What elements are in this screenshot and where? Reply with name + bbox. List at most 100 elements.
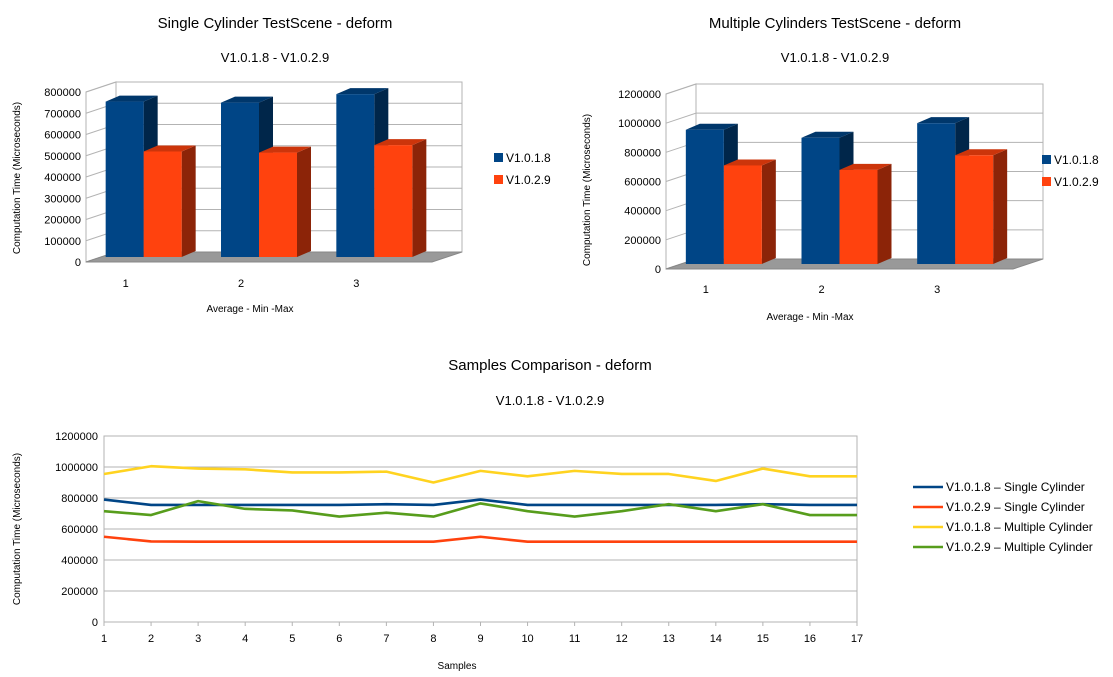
x-tick-label: 7 bbox=[383, 633, 389, 645]
x-tick-label: 5 bbox=[289, 633, 295, 645]
legend-item: V1.0.2.9 bbox=[494, 173, 551, 187]
legend-item: V1.0.2.9 – Multiple Cylinder bbox=[913, 540, 1093, 554]
x-tick-label: 3 bbox=[195, 633, 201, 645]
x-tick-label: 10 bbox=[521, 633, 533, 645]
bar bbox=[955, 149, 1008, 264]
y-tick-label: 1200000 bbox=[618, 89, 661, 101]
x-tick-label: 1 bbox=[703, 284, 709, 296]
y-tick-label: 300000 bbox=[44, 193, 81, 205]
x-axis-label: Average - Min -Max bbox=[206, 304, 293, 315]
legend-label: V1.0.1.8 bbox=[1054, 153, 1099, 167]
legend-label: V1.0.2.9 – Multiple Cylinder bbox=[946, 540, 1093, 554]
x-tick-label: 11 bbox=[569, 633, 580, 645]
x-tick-label: 6 bbox=[336, 633, 342, 645]
y-tick-label: 400000 bbox=[61, 555, 98, 567]
gridline bbox=[85, 81, 462, 93]
x-axis-label: Samples bbox=[438, 661, 477, 672]
chart-subtitle: V1.0.1.8 - V1.0.2.9 bbox=[221, 50, 329, 65]
single-cylinder-chart: Single Cylinder TestScene - deform V1.0.… bbox=[12, 15, 551, 315]
y-tick-label: 800000 bbox=[624, 147, 661, 159]
x-tick-label: 2 bbox=[818, 284, 824, 296]
x-tick-label: 8 bbox=[430, 633, 436, 645]
y-tick-label: 700000 bbox=[44, 108, 81, 120]
bar bbox=[374, 139, 427, 257]
legend-label: V1.0.2.9 bbox=[1054, 175, 1099, 189]
chart-title: Samples Comparison - deform bbox=[448, 357, 651, 374]
y-tick-label: 600000 bbox=[61, 524, 98, 536]
legend-swatch bbox=[494, 175, 503, 184]
y-tick-label: 400000 bbox=[44, 172, 81, 184]
legend-item: V1.0.2.9 bbox=[1042, 175, 1099, 189]
x-tick-labels: 1 2 3 bbox=[703, 284, 940, 296]
x-tick-label: 1 bbox=[101, 633, 107, 645]
y-tick-label: 1200000 bbox=[55, 431, 98, 443]
legend-swatch bbox=[494, 153, 503, 162]
chart-title: Single Cylinder TestScene - deform bbox=[158, 15, 393, 32]
legend-label: V1.0.2.9 – Single Cylinder bbox=[946, 500, 1085, 514]
y-tick-label: 800000 bbox=[61, 493, 98, 505]
series-line bbox=[103, 499, 857, 518]
y-axis-label: Computation Time (Microseconds) bbox=[12, 453, 23, 605]
x-tick-label: 15 bbox=[757, 633, 769, 645]
y-tick-labels: 0 200000 400000 600000 800000 1000000 1200000 bbox=[618, 89, 661, 276]
chart-subtitle: V1.0.1.8 - V1.0.2.9 bbox=[496, 393, 604, 408]
x-tick-label: 12 bbox=[616, 633, 628, 645]
legend: V1.0.1.8 V1.0.2.9 bbox=[1042, 153, 1099, 189]
y-tick-label: 800000 bbox=[44, 87, 81, 99]
legend-label: V1.0.1.8 bbox=[506, 151, 551, 165]
bar bbox=[839, 163, 892, 264]
y-tick-label: 200000 bbox=[61, 586, 98, 598]
bars bbox=[685, 117, 1008, 265]
y-tick-label: 400000 bbox=[624, 206, 661, 218]
legend-item: V1.0.1.8 – Single Cylinder bbox=[913, 480, 1085, 494]
y-tick-label: 0 bbox=[75, 257, 81, 269]
legend-item: V1.0.1.8 bbox=[1042, 153, 1099, 167]
bars bbox=[105, 88, 427, 257]
y-tick-label: 200000 bbox=[44, 215, 81, 227]
x-tick-label: 2 bbox=[148, 633, 154, 645]
y-tick-label: 600000 bbox=[44, 130, 81, 142]
legend-item: V1.0.1.8 bbox=[494, 151, 551, 165]
x-axis-label: Average - Min -Max bbox=[766, 312, 853, 323]
bar bbox=[723, 159, 776, 264]
legend-label: V1.0.1.8 – Multiple Cylinder bbox=[946, 520, 1093, 534]
legend-swatch bbox=[1042, 155, 1051, 164]
x-tick-label: 1 bbox=[123, 278, 129, 290]
x-tick-label: 3 bbox=[934, 284, 940, 296]
legend-swatch bbox=[1042, 177, 1051, 186]
series-line bbox=[103, 464, 857, 484]
bar bbox=[143, 145, 196, 257]
x-tick-label: 3 bbox=[353, 278, 359, 290]
legend-label: V1.0.2.9 bbox=[506, 173, 551, 187]
legend-item: V1.0.2.9 – Single Cylinder bbox=[913, 500, 1085, 514]
multiple-cylinders-chart: Multiple Cylinders TestScene - deform V1… bbox=[582, 15, 1099, 323]
y-tick-label: 100000 bbox=[44, 236, 81, 248]
x-tick-labels: 1 2 3 bbox=[123, 278, 360, 290]
x-tick-label: 2 bbox=[238, 278, 244, 290]
y-axis-label: Computation Time (Microseconds) bbox=[12, 102, 23, 254]
y-tick-label: 600000 bbox=[624, 177, 661, 189]
y-tick-label: 200000 bbox=[624, 235, 661, 247]
bar bbox=[336, 88, 389, 257]
legend-item: V1.0.1.8 – Multiple Cylinder bbox=[913, 520, 1093, 534]
x-tick-label: 17 bbox=[851, 633, 863, 645]
y-tick-labels: 0 100000 200000 300000 400000 500000 600000 700… bbox=[44, 87, 81, 269]
samples-comparison-chart: Samples Comparison - deform V1.0.1.8 - V… bbox=[12, 357, 1093, 672]
x-tick-label: 9 bbox=[477, 633, 483, 645]
plot-area bbox=[103, 435, 858, 626]
x-tick-label: 4 bbox=[242, 633, 248, 645]
series-lines bbox=[103, 464, 857, 544]
y-tick-label: 500000 bbox=[44, 151, 81, 163]
x-tick-label: 13 bbox=[663, 633, 675, 645]
y-tick-labels: 0 200000 400000 600000 800000 1000000 1200000 bbox=[55, 431, 98, 629]
y-tick-label: 1000000 bbox=[55, 462, 98, 474]
y-tick-label: 1000000 bbox=[618, 118, 661, 130]
legend: V1.0.1.8 – Single Cylinder V1.0.2.9 – Sin… bbox=[913, 480, 1093, 554]
x-tick-label: 16 bbox=[804, 633, 816, 645]
bar bbox=[259, 146, 311, 257]
y-axis-label: Computation Time (Microseconds) bbox=[582, 114, 593, 266]
x-tick-labels: 1 2 3 4 5 6 7 8 9 10 11 12 13 14 15 16 17 bbox=[101, 633, 863, 645]
gridline bbox=[665, 83, 1043, 95]
y-tick-label: 0 bbox=[655, 264, 661, 276]
